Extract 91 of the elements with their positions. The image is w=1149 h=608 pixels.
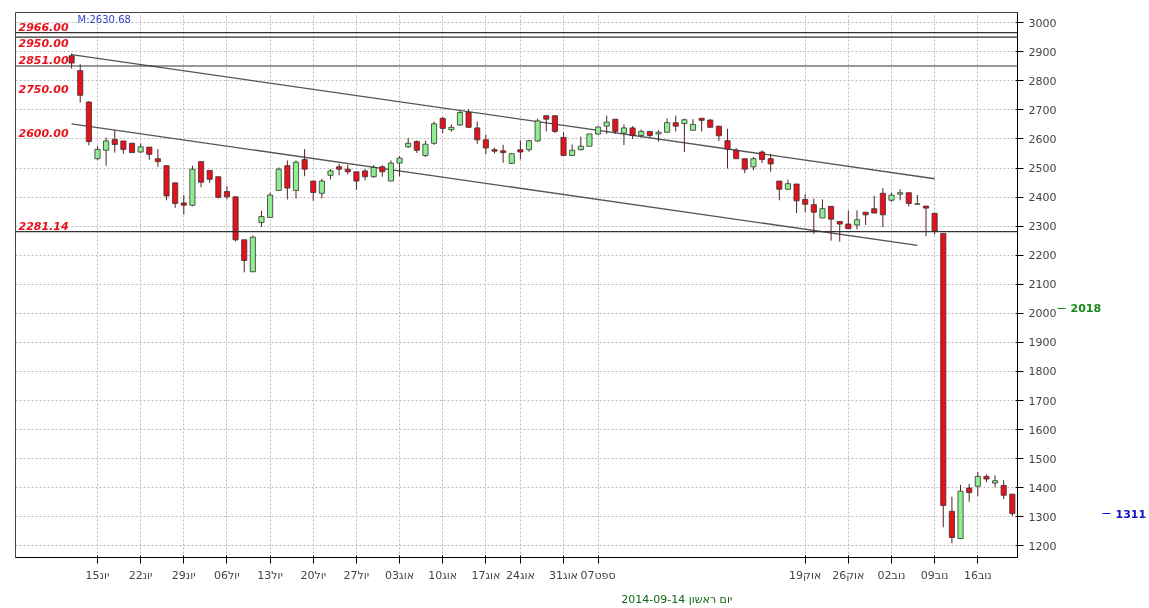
y-tick-label: 2700 xyxy=(1028,103,1057,117)
y-tick-label: 1700 xyxy=(1028,394,1057,408)
annotation: M:2630.68 xyxy=(77,13,131,25)
y-tick-label: 1200 xyxy=(1028,539,1057,553)
x-tick-label: 07ספט xyxy=(580,568,616,582)
candlestick xyxy=(301,148,308,177)
candlestick xyxy=(534,118,541,143)
candlestick xyxy=(387,159,394,182)
candlestick xyxy=(223,185,230,200)
y-tick-label: 2100 xyxy=(1028,278,1057,292)
candlestick xyxy=(992,474,999,488)
x-tick-label: 02נוב xyxy=(877,568,906,582)
x-tick-label: 27יול xyxy=(343,568,370,582)
y-tick-label: 2000 xyxy=(1028,307,1057,321)
candlestick xyxy=(819,198,826,219)
x-tick-label: 03אוג xyxy=(385,568,415,582)
ref-line-label: 2966.00 xyxy=(18,20,69,34)
annotation: 2600.00 xyxy=(18,126,69,140)
candlestick xyxy=(897,188,904,201)
candlestick xyxy=(474,121,481,145)
candlestick xyxy=(802,193,809,213)
text: 2014-09-14 יום ראשון xyxy=(621,592,733,606)
candlestick xyxy=(517,140,524,160)
candlestick xyxy=(241,239,248,273)
ref-line-label: 2950.00 xyxy=(18,37,69,51)
candlestick xyxy=(198,161,205,188)
candlestick xyxy=(1009,493,1016,517)
x-tick-label: 31אוג xyxy=(549,568,578,582)
candlestick xyxy=(793,183,800,214)
candlestick xyxy=(154,148,161,168)
x-tick-label: 19אוק xyxy=(789,568,822,582)
x-tick-label: 24אוג xyxy=(505,568,535,582)
candlestick xyxy=(603,115,610,135)
x-tick-label: 10אוג xyxy=(428,568,458,582)
y-tick-label: 2300 xyxy=(1028,220,1057,234)
candlestick xyxy=(482,134,489,155)
x-tick-label: 13יול xyxy=(257,568,283,582)
candlestick xyxy=(974,471,981,497)
x-tick-label: 17אוג xyxy=(471,568,501,582)
candlestick xyxy=(724,128,731,170)
candlestick xyxy=(396,155,403,177)
y-tick-label: 2400 xyxy=(1028,191,1057,205)
annotation: 2750.00 xyxy=(18,83,69,97)
x-tick-label: 16נוב xyxy=(963,568,992,582)
x-tick-label: 06יול xyxy=(214,568,240,582)
candlestick xyxy=(353,171,360,191)
candlestick xyxy=(681,118,688,153)
candlestick xyxy=(776,180,783,201)
candlestick xyxy=(172,182,179,209)
candlestick xyxy=(431,121,438,146)
y-tick-label: 2200 xyxy=(1028,249,1057,263)
y-tick-label: 2500 xyxy=(1028,162,1057,176)
y-tick-label: 1500 xyxy=(1028,452,1057,466)
y-tick-label: 2900 xyxy=(1028,45,1057,59)
candlestick xyxy=(267,192,274,218)
text: 2018 xyxy=(1070,302,1102,316)
candlestick xyxy=(560,131,567,157)
y-tick-label: 1600 xyxy=(1028,423,1057,437)
y-tick-label: 1900 xyxy=(1028,336,1057,350)
candlestick xyxy=(336,163,343,176)
y-tick-label: 1300 xyxy=(1028,510,1057,524)
candlestick xyxy=(845,209,852,230)
candlestick xyxy=(690,118,696,131)
candlestick xyxy=(310,180,317,202)
candlestick xyxy=(879,187,886,228)
candlestick xyxy=(500,144,507,164)
candlestick xyxy=(111,129,118,154)
candlestick xyxy=(275,166,282,191)
candlestick xyxy=(1000,479,1007,500)
ref-line-label: 2851.00 xyxy=(18,53,69,67)
candlestick xyxy=(215,176,222,200)
candlestick xyxy=(284,159,291,200)
y-tick-label: 2600 xyxy=(1028,132,1057,146)
x-tick-label: 20יול xyxy=(300,568,327,582)
y-tick-label: 1800 xyxy=(1028,365,1057,379)
candlestick xyxy=(767,153,774,173)
x-tick-label: 15יונ xyxy=(85,568,110,582)
y-tick-label: 1400 xyxy=(1028,481,1057,495)
x-tick-label: 22יונ xyxy=(128,568,153,582)
candlestick xyxy=(180,194,187,216)
y-tick-label: 2800 xyxy=(1028,74,1057,88)
candlestick xyxy=(318,178,325,200)
x-tick-label: 09נוב xyxy=(920,568,949,582)
candlestick xyxy=(103,136,110,167)
text: 1311 xyxy=(1115,507,1147,521)
candlestick xyxy=(853,209,860,230)
ref-line-label: 2281.14 xyxy=(18,219,69,233)
x-tick-label: 26אוק xyxy=(832,568,865,582)
x-tick-label: 29יונ xyxy=(171,568,196,582)
y-tick-label: 3000 xyxy=(1028,16,1057,30)
candlestick xyxy=(620,123,627,146)
